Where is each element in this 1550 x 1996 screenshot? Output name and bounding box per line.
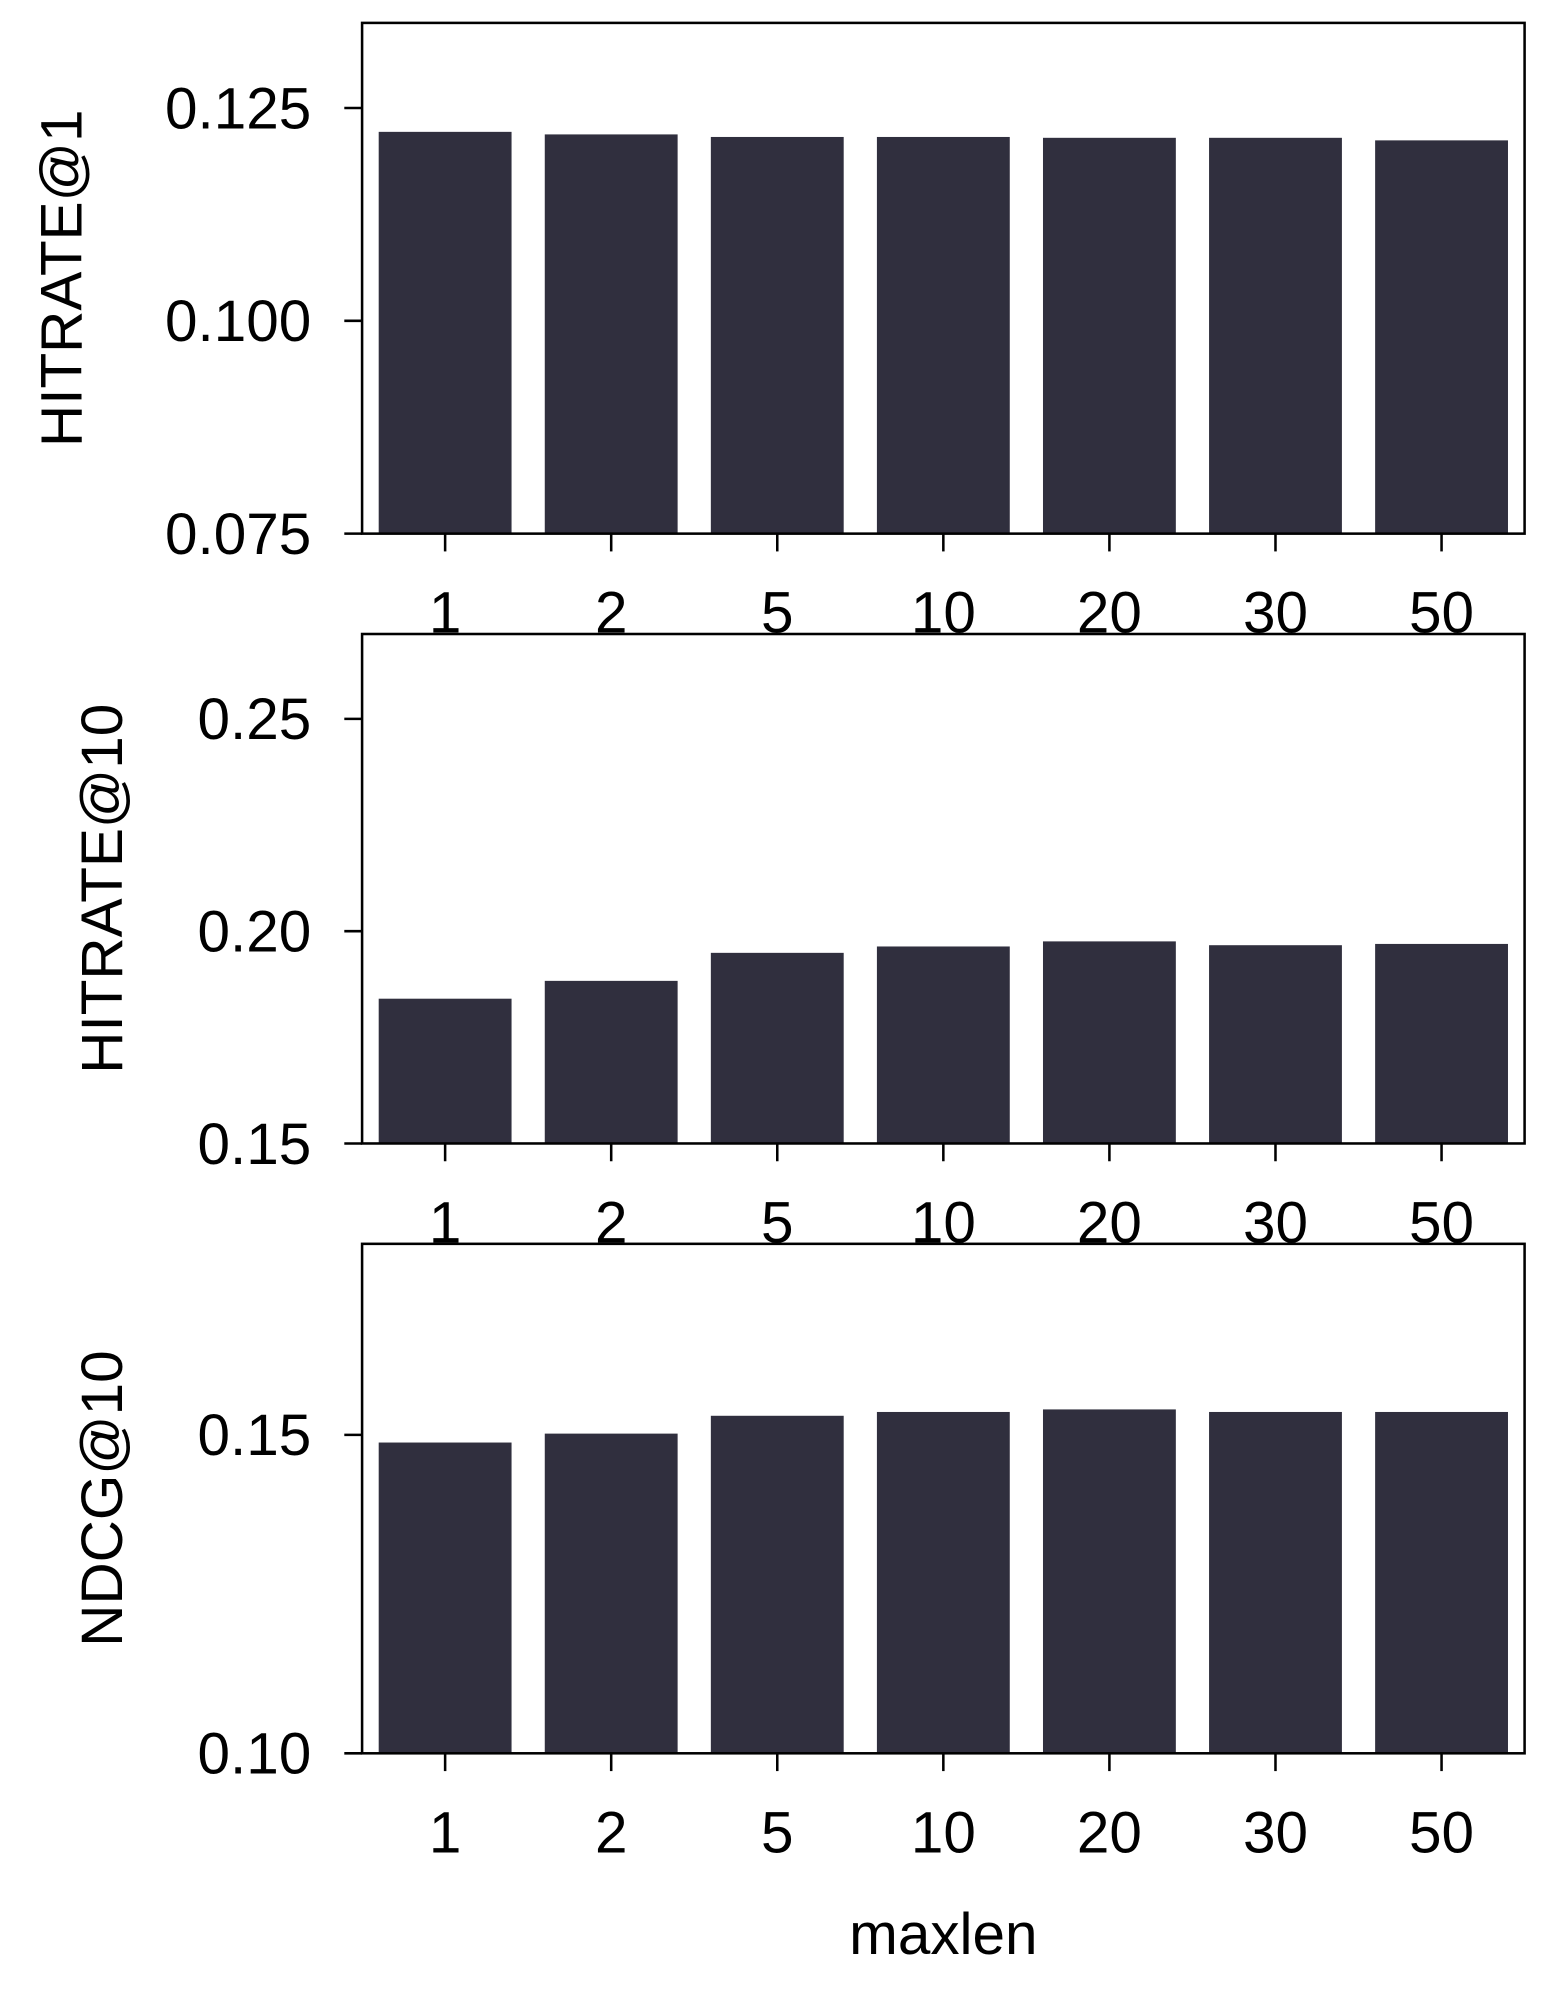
bar [710, 952, 844, 1144]
axes-frame [360, 1242, 1526, 1755]
bar [876, 136, 1010, 534]
x-tick-label: 30 [1243, 581, 1308, 646]
x-axis-label: maxlen [849, 1902, 1037, 1967]
x-tick-label: 20 [1077, 1191, 1142, 1256]
y-tick-label: 0.075 [165, 502, 311, 567]
y-tick-label: 0.15 [198, 1403, 312, 1468]
bar [876, 1411, 1010, 1754]
x-tick-label: 1 [429, 1800, 462, 1865]
x-tick-label: 5 [761, 581, 794, 646]
bar [710, 1415, 844, 1754]
bar [378, 131, 512, 534]
bar [1375, 943, 1508, 1144]
x-tick-label: 30 [1243, 1800, 1308, 1865]
x-tick-label: 1 [429, 581, 462, 646]
bar [1209, 945, 1342, 1144]
x-tick-label: 2 [595, 581, 628, 646]
bar [1042, 137, 1176, 534]
x-tick-label: 30 [1243, 1191, 1308, 1256]
bar [1042, 1409, 1176, 1754]
x-tick-label: 20 [1077, 1800, 1142, 1865]
y-tick-label: 0.25 [198, 687, 312, 752]
bar [1209, 137, 1342, 534]
x-tick-label: 1 [429, 1191, 462, 1256]
bar [544, 980, 678, 1144]
y-axis-label: NDCG@10 [70, 1350, 135, 1646]
axes-frame [360, 21, 1526, 535]
x-tick-label: 5 [761, 1800, 794, 1865]
bar [1209, 1411, 1342, 1754]
y-tick-label: 0.10 [198, 1722, 312, 1787]
bar [710, 136, 844, 534]
bar [378, 998, 512, 1144]
y-tick-label: 0.125 [165, 76, 311, 141]
x-tick-label: 10 [911, 1800, 976, 1865]
bar [1042, 941, 1176, 1144]
x-tick-label: 20 [1077, 581, 1142, 646]
x-tick-label: 50 [1409, 1800, 1474, 1865]
y-axis-label: HITRATE@10 [70, 704, 135, 1074]
bar [544, 1433, 678, 1754]
x-tick-label: 50 [1409, 1191, 1474, 1256]
axes-frame [360, 632, 1526, 1145]
y-tick-label: 0.20 [198, 900, 312, 965]
x-tick-label: 10 [911, 581, 976, 646]
x-tick-label: 2 [595, 1800, 628, 1865]
x-tick-label: 5 [761, 1191, 794, 1256]
x-tick-label: 10 [911, 1191, 976, 1256]
y-tick-label: 0.100 [165, 289, 311, 354]
y-tick-label: 0.15 [198, 1112, 312, 1177]
x-tick-label: 50 [1409, 581, 1474, 646]
bar [1375, 1411, 1508, 1754]
bar [1375, 140, 1508, 534]
x-tick-label: 2 [595, 1191, 628, 1256]
bar [876, 946, 1010, 1144]
bar [378, 1442, 512, 1754]
bar [544, 134, 678, 534]
y-axis-label: HITRATE@1 [29, 110, 94, 447]
